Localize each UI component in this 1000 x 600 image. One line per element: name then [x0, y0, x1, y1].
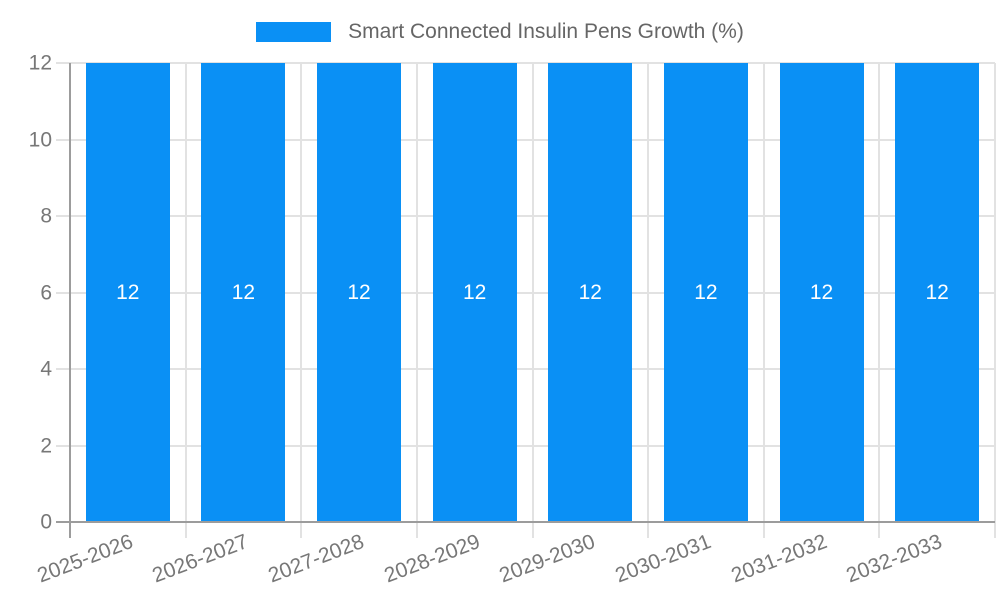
x-axis-tick-label: 2025-2026: [34, 530, 137, 588]
bar-value-label: 12: [347, 280, 371, 304]
y-axis-tick-label: 12: [28, 51, 52, 75]
bar-value-label: 12: [231, 280, 256, 304]
bar-value-label: 12: [578, 280, 602, 304]
bar[interactable]: 12: [317, 63, 402, 522]
legend[interactable]: Smart Connected Insulin Pens Growth (%): [0, 16, 1000, 48]
x-gridline: [184, 63, 187, 538]
bar[interactable]: 12: [663, 63, 748, 522]
bar-value-label: 12: [463, 280, 487, 304]
x-axis-tick-label: 2031-2032: [727, 530, 830, 588]
x-axis-tick-label: 2032-2033: [843, 530, 946, 588]
bar[interactable]: 12: [432, 63, 517, 522]
bar[interactable]: 12: [548, 63, 633, 522]
y-axis-tick-label: 4: [40, 357, 52, 381]
x-gridline: [531, 63, 534, 538]
x-axis-tick-label: 2028-2029: [380, 530, 483, 588]
y-axis-tick-label: 8: [40, 204, 52, 228]
y-gridline: [56, 291, 995, 294]
y-axis-tick-label: 6: [40, 281, 52, 304]
y-axis-line: [69, 63, 71, 538]
x-axis-tick-label: 2026-2027: [149, 530, 252, 588]
x-gridline: [878, 63, 881, 538]
bar[interactable]: 12: [895, 63, 980, 522]
y-gridline: [56, 368, 995, 370]
bar-value-label: 12: [809, 280, 834, 304]
y-gridline: [56, 444, 995, 447]
bar-value-label: 12: [694, 280, 718, 304]
y-gridline: [56, 138, 995, 141]
legend-label: Smart Connected Insulin Pens Growth (%): [348, 20, 744, 43]
x-axis-tick-label: 2030-2031: [612, 530, 715, 588]
y-gridline: [56, 62, 995, 64]
bar-value-label: 12: [116, 280, 140, 304]
x-axis-line: [56, 521, 995, 523]
bar[interactable]: 12: [779, 63, 864, 522]
x-gridline: [300, 63, 303, 538]
x-axis-tick-label: 2027-2028: [265, 530, 368, 588]
y-axis-tick-label: 10: [28, 128, 52, 151]
x-axis-tick-label: 2029-2030: [496, 530, 599, 588]
y-axis-tick-label: 2: [40, 434, 52, 457]
bar[interactable]: 12: [85, 63, 170, 522]
x-gridline: [762, 63, 765, 538]
x-gridline: [647, 63, 650, 538]
x-gridline: [994, 63, 996, 538]
bar-value-label: 12: [925, 280, 949, 304]
x-gridline: [415, 63, 418, 538]
bar[interactable]: 12: [201, 63, 286, 522]
y-gridline: [56, 215, 995, 217]
y-axis-tick-label: 0: [40, 510, 52, 534]
legend-swatch: [256, 22, 332, 42]
